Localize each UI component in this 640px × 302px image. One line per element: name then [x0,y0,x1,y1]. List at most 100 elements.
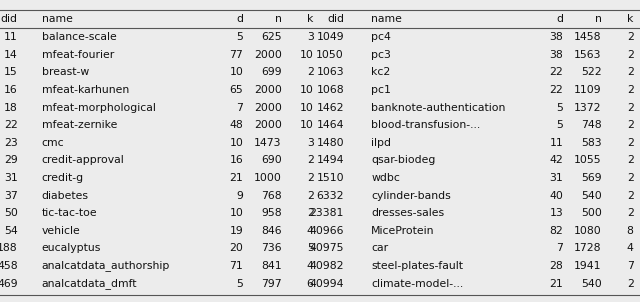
Text: n: n [595,14,602,24]
Text: qsar-biodeg: qsar-biodeg [371,156,436,165]
Text: 1941: 1941 [574,261,602,271]
Text: 31: 31 [550,173,563,183]
Text: 958: 958 [261,208,282,218]
Text: 540: 540 [581,279,602,289]
Text: 540: 540 [581,191,602,201]
Text: 1462: 1462 [317,103,344,113]
Text: credit-approval: credit-approval [42,156,124,165]
Text: 10: 10 [229,208,243,218]
Text: 500: 500 [580,208,602,218]
Text: 10: 10 [300,85,314,95]
Text: 2000: 2000 [253,85,282,95]
Text: did: did [1,14,18,24]
Text: mfeat-karhunen: mfeat-karhunen [42,85,129,95]
Text: 188: 188 [0,243,18,253]
Text: 2: 2 [627,32,634,42]
Text: eucalyptus: eucalyptus [42,243,101,253]
Text: 10: 10 [300,103,314,113]
Text: mfeat-zernike: mfeat-zernike [42,120,117,130]
Text: 10: 10 [229,138,243,148]
Text: 1372: 1372 [574,103,602,113]
Text: 1000: 1000 [253,173,282,183]
Text: 29: 29 [4,156,18,165]
Text: 14: 14 [4,50,18,60]
Text: pc3: pc3 [371,50,391,60]
Text: 2: 2 [627,173,634,183]
Text: 13: 13 [550,208,563,218]
Text: 625: 625 [261,32,282,42]
Text: name: name [42,14,72,24]
Text: 31: 31 [4,173,18,183]
Text: 4: 4 [307,261,314,271]
Text: 841: 841 [261,261,282,271]
Text: 569: 569 [581,173,602,183]
Text: 20: 20 [229,243,243,253]
Text: ilpd: ilpd [371,138,391,148]
Text: name: name [371,14,402,24]
Text: 797: 797 [261,279,282,289]
Text: 7: 7 [556,243,563,253]
Text: 16: 16 [4,85,18,95]
Text: 22: 22 [4,120,18,130]
Text: blood-transfusion-...: blood-transfusion-... [371,120,481,130]
Text: 1080: 1080 [574,226,602,236]
Text: balance-scale: balance-scale [42,32,116,42]
Text: k: k [627,14,634,24]
Text: 8: 8 [627,226,634,236]
Text: wdbc: wdbc [371,173,400,183]
Text: cylinder-bands: cylinder-bands [371,191,451,201]
Text: 2: 2 [627,67,634,77]
Text: 40994: 40994 [310,279,344,289]
Text: 1480: 1480 [316,138,344,148]
Text: steel-plates-fault: steel-plates-fault [371,261,463,271]
Text: 1464: 1464 [317,120,344,130]
Text: 54: 54 [4,226,18,236]
Text: 469: 469 [0,279,18,289]
Text: 522: 522 [581,67,602,77]
Text: 1563: 1563 [574,50,602,60]
Text: 1055: 1055 [574,156,602,165]
Text: 736: 736 [261,243,282,253]
Text: 7: 7 [236,103,243,113]
Text: car: car [371,243,388,253]
Text: 82: 82 [550,226,563,236]
Text: 11: 11 [4,32,18,42]
Text: 2000: 2000 [253,120,282,130]
Text: climate-model-...: climate-model-... [371,279,463,289]
Text: 2: 2 [627,120,634,130]
Text: 2: 2 [307,156,314,165]
Text: 50: 50 [4,208,18,218]
Text: 690: 690 [261,156,282,165]
Text: 6: 6 [307,279,314,289]
Text: pc1: pc1 [371,85,391,95]
Text: 71: 71 [230,261,243,271]
Text: 2: 2 [627,279,634,289]
Text: 21: 21 [230,173,243,183]
Text: 2: 2 [307,208,314,218]
Text: 22: 22 [550,67,563,77]
Text: 40982: 40982 [310,261,344,271]
Text: 699: 699 [261,67,282,77]
Text: 28: 28 [550,261,563,271]
Text: 37: 37 [4,191,18,201]
Text: 21: 21 [550,279,563,289]
Text: 11: 11 [550,138,563,148]
Text: 2: 2 [627,191,634,201]
Text: 1473: 1473 [254,138,282,148]
Text: 1510: 1510 [316,173,344,183]
Text: 23: 23 [4,138,18,148]
Text: 77: 77 [230,50,243,60]
Text: 19: 19 [230,226,243,236]
Text: 2: 2 [627,103,634,113]
Text: d: d [236,14,243,24]
Text: 7: 7 [627,261,634,271]
Text: 5: 5 [236,32,243,42]
Text: tic-tac-toe: tic-tac-toe [42,208,97,218]
Text: 38: 38 [550,32,563,42]
Text: banknote-authentication: banknote-authentication [371,103,506,113]
Text: 5: 5 [236,279,243,289]
Text: 48: 48 [230,120,243,130]
Text: 1458: 1458 [574,32,602,42]
Text: 1494: 1494 [317,156,344,165]
Text: breast-w: breast-w [42,67,89,77]
